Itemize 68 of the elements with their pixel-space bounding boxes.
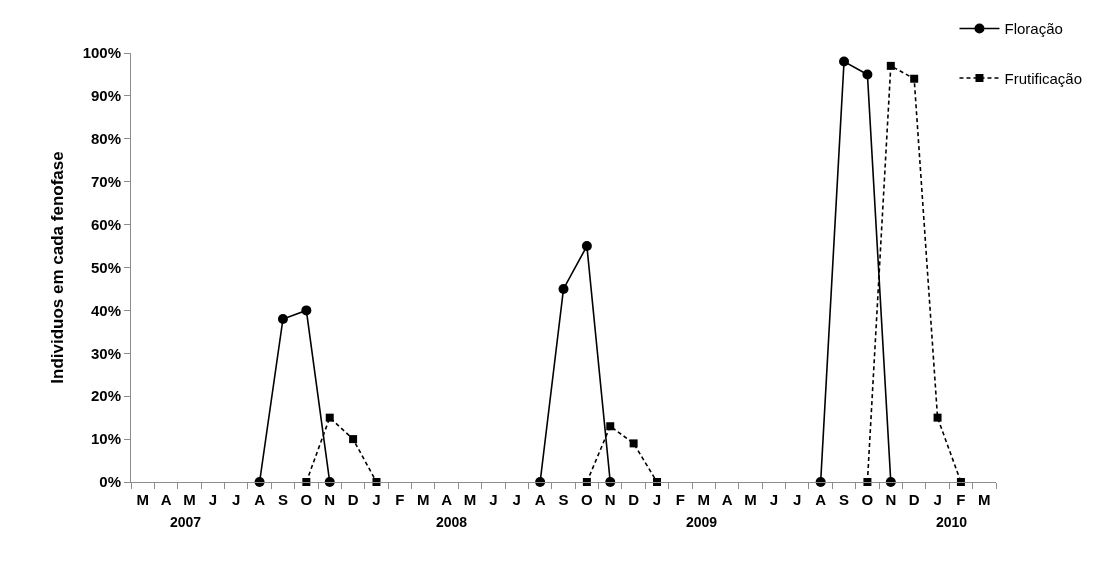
x-tick-label: M — [463, 491, 477, 508]
x-tick-label: M — [697, 491, 711, 508]
y-tick-label: 100% — [82, 44, 121, 62]
point — [558, 283, 569, 294]
y-tick-label: 50% — [90, 258, 121, 276]
point — [862, 69, 873, 80]
x-tick-label: J — [232, 491, 241, 508]
point — [277, 313, 288, 324]
x-tick-label: A — [534, 491, 546, 508]
x-tick-label: M — [978, 491, 991, 508]
x-tick-label: D — [628, 491, 640, 508]
x-tick-label: J — [489, 491, 498, 508]
x-tick-label: S — [558, 491, 569, 508]
y-tick-label: 30% — [90, 344, 121, 362]
point — [325, 413, 334, 422]
x-tick-label: O — [581, 491, 594, 508]
y-tick-label: 70% — [90, 172, 121, 190]
y-tick-label: 0% — [99, 473, 121, 491]
y-tick-label: 90% — [90, 87, 121, 105]
x-tick-label: O — [861, 491, 874, 508]
x-tick-label: A — [441, 491, 453, 508]
y-axis-title: Individuos em cada fenofase — [48, 151, 68, 384]
point — [349, 435, 358, 444]
x-tick-label: D — [908, 491, 920, 508]
x-tick-label: J — [208, 491, 217, 508]
x-tick-label: F — [395, 491, 405, 508]
point — [839, 56, 850, 67]
legend-label: Frutificação — [1004, 69, 1083, 87]
x-tick-label: J — [933, 491, 942, 508]
x-tick-label: O — [300, 491, 313, 508]
point — [581, 241, 592, 252]
point — [933, 413, 942, 422]
x-tick-label: M — [416, 491, 430, 508]
x-tick-label: J — [793, 491, 802, 508]
y-tick-label: 10% — [90, 430, 121, 448]
point — [606, 422, 615, 431]
text: 2007 — [170, 514, 202, 530]
point — [910, 74, 919, 83]
x-tick-label: S — [839, 491, 850, 508]
x-tick-label: F — [956, 491, 966, 508]
legend-label: Floração — [1004, 20, 1063, 38]
x-tick-label: A — [160, 491, 172, 508]
x-tick-label: J — [372, 491, 381, 508]
text: 2010 — [936, 514, 968, 530]
x-tick-label: N — [324, 491, 336, 508]
x-tick-label: M — [136, 491, 149, 508]
x-tick-label: N — [885, 491, 897, 508]
y-tick-label: 80% — [90, 130, 121, 148]
point — [301, 305, 312, 316]
point — [629, 439, 638, 448]
y-tick-label: 60% — [90, 215, 121, 233]
x-tick-label: M — [183, 491, 196, 508]
x-tick-label: M — [744, 491, 757, 508]
point — [886, 61, 895, 70]
x-tick-label: A — [721, 491, 733, 508]
x-tick-label: J — [512, 491, 521, 508]
text: 2009 — [686, 514, 718, 530]
x-tick-label: D — [347, 491, 359, 508]
x-tick-label: A — [815, 491, 827, 508]
x-tick-label: A — [254, 491, 266, 508]
x-tick-label: J — [769, 491, 779, 508]
x-tick-label: F — [675, 491, 685, 508]
text: 2008 — [436, 514, 468, 530]
x-tick-label: S — [277, 491, 288, 508]
x-tick-label: J — [652, 491, 662, 508]
y-tick-label: 20% — [90, 387, 121, 405]
x-tick-label: N — [604, 491, 616, 508]
y-tick-label: 40% — [90, 301, 121, 319]
